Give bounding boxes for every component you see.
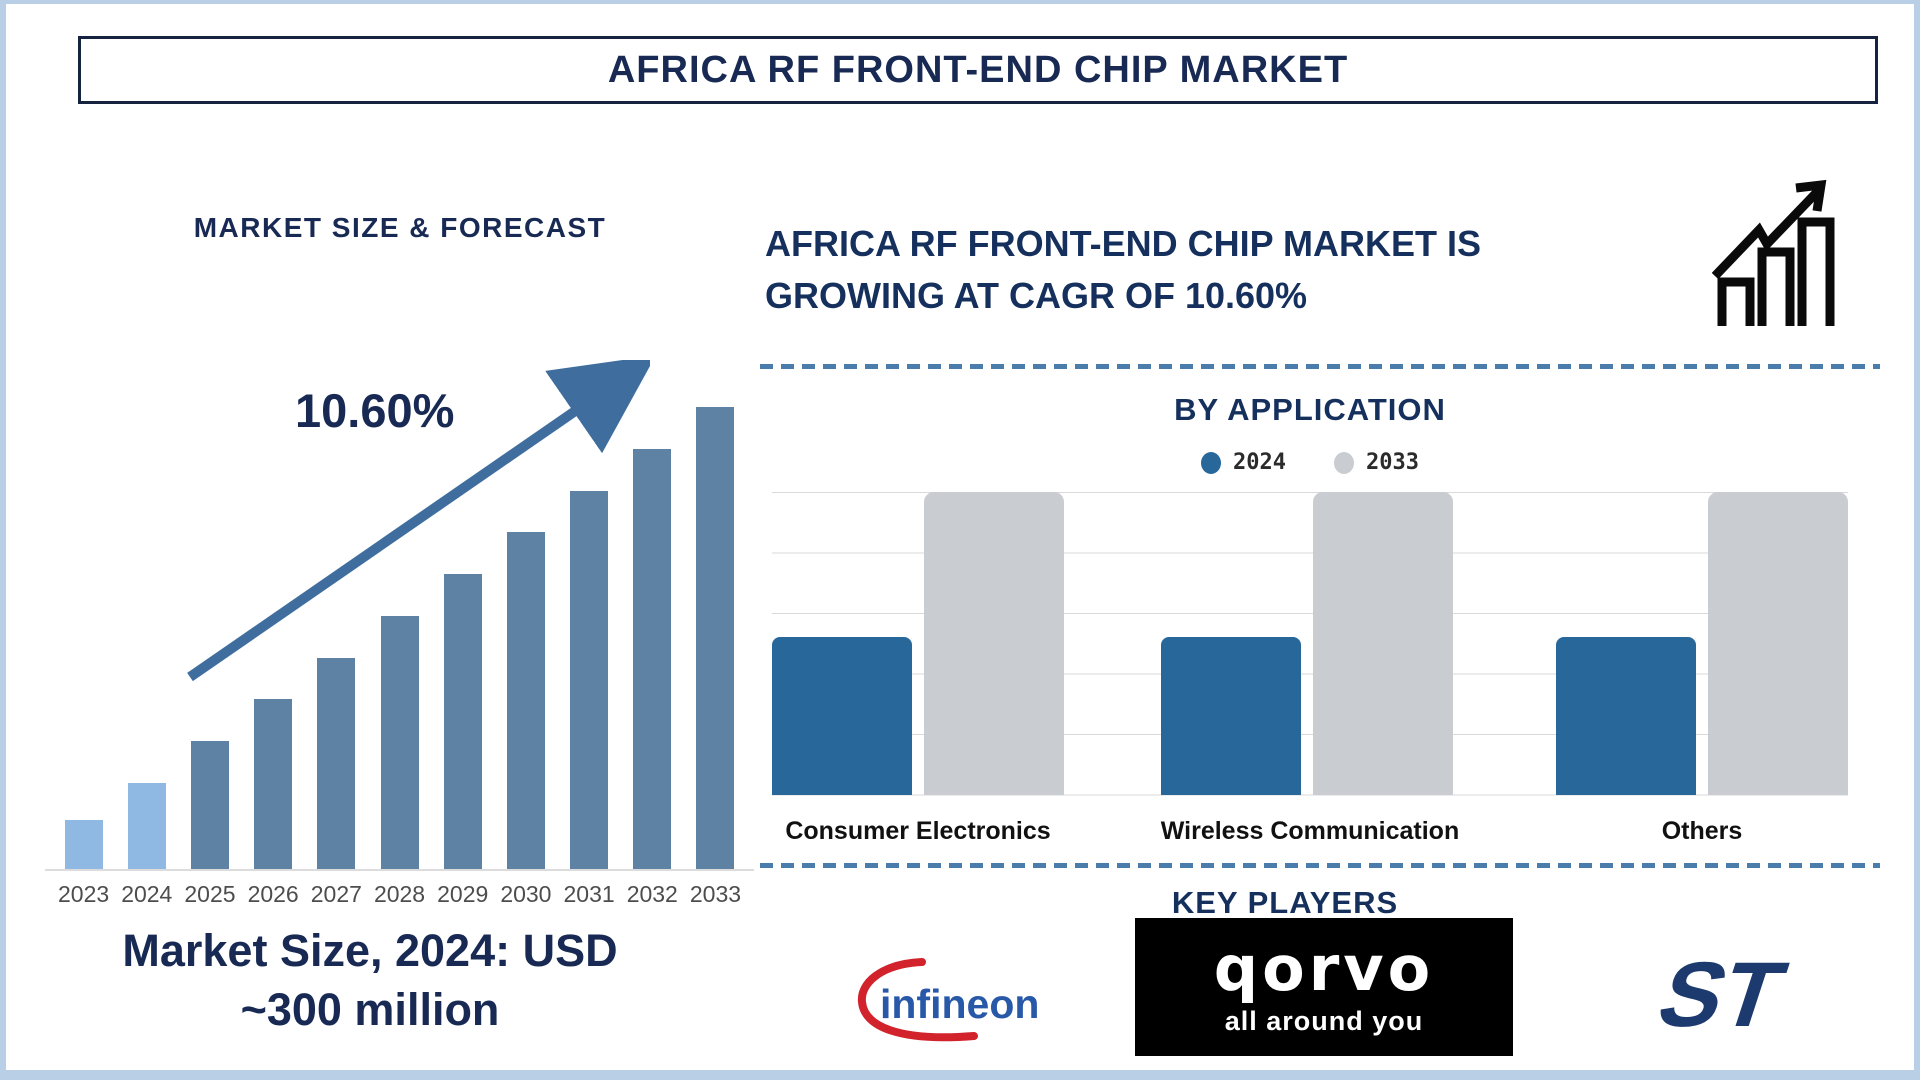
st-logo: ST	[1646, 944, 1795, 1046]
dashed-divider-top	[760, 364, 1880, 369]
forecast-bar-column: 2027	[305, 395, 368, 910]
forecast-bar-column: 2024	[115, 395, 178, 910]
forecast-bar-2033	[696, 407, 735, 871]
application-bar-2024	[1160, 637, 1301, 795]
forecast-bar-2027	[317, 658, 356, 871]
forecast-year-label: 2027	[310, 881, 362, 907]
forecast-bar-column: 2029	[431, 395, 494, 910]
infineon-logo: infineon	[857, 958, 1039, 1042]
market-size-forecast-heading: MARKET SIZE & FORECAST	[193, 212, 607, 243]
qorvo-wordmark: qorvo	[1213, 931, 1435, 1005]
application-bar-2033	[1312, 492, 1453, 795]
forecast-year-label: 2023	[58, 881, 110, 907]
application-group-bars	[772, 492, 1064, 795]
application-category-label: Consumer Electronics	[785, 817, 1051, 845]
growth-trend-arrow	[187, 360, 650, 682]
legend-dot-2033	[1334, 451, 1354, 474]
forecast-year-label: 2031	[563, 881, 615, 907]
application-chart-groups: Consumer Electronics Wireless Communicati…	[772, 492, 1848, 852]
application-bar-2024	[772, 637, 912, 795]
application-bar-2024	[1555, 637, 1696, 795]
legend-item-2024: 2024	[1201, 450, 1286, 475]
right-heading-line2: GROWING AT CAGR OF 10.60%	[765, 275, 1308, 317]
forecast-bar-2028	[380, 616, 419, 871]
forecast-year-label: 2028	[373, 881, 426, 907]
forecast-bar-column: 2025	[178, 395, 241, 910]
forecast-bar-column: 2028	[368, 395, 431, 910]
forecast-bar-2030	[506, 532, 545, 871]
application-group: Consumer Electronics	[772, 492, 1064, 852]
forecast-bar-2031	[570, 491, 609, 871]
application-category-label: Others	[1661, 817, 1743, 845]
forecast-year-label: 2032	[626, 881, 678, 907]
forecast-bar-2025	[190, 741, 229, 871]
qorvo-logo: qorvo all around you	[1135, 918, 1513, 1056]
forecast-bar-column: 2023	[52, 395, 115, 910]
forecast-bar-2026	[254, 699, 293, 871]
right-heading-line1: AFRICA RF FRONT-END CHIP MARKET IS	[765, 223, 1481, 264]
application-group: Others	[1555, 492, 1848, 852]
application-bar-2033	[924, 492, 1064, 795]
application-group-bars	[1555, 492, 1848, 795]
forecast-bar-column: 2026	[242, 395, 305, 910]
legend-label-2033: 2033	[1366, 450, 1419, 475]
forecast-year-label: 2024	[121, 881, 173, 907]
qorvo-tagline: all around you	[1224, 1005, 1424, 1036]
market-size-note: Market Size, 2024: USD ~300 million	[40, 922, 700, 1039]
market-size-line2: ~300 million	[240, 983, 500, 1035]
right-heading: AFRICA RF FRONT-END CHIP MARKET IS GROWI…	[765, 218, 1685, 322]
forecast-bar-column: 2030	[494, 395, 557, 910]
forecast-bar-2032	[633, 449, 672, 871]
application-group-bars	[1160, 492, 1459, 795]
infineon-wordmark: infineon	[880, 981, 1039, 1027]
market-size-line1: Market Size, 2024: USD	[122, 925, 618, 976]
forecast-bar-column: 2032	[621, 395, 684, 910]
application-chart: Consumer Electronics Wireless Communicati…	[772, 492, 1848, 852]
forecast-bar-column: 2031	[558, 395, 621, 910]
application-group: Wireless Communication	[1160, 492, 1460, 852]
key-players-title: KEY PLAYERS	[1171, 885, 1399, 920]
legend-label-2024: 2024	[1233, 450, 1286, 475]
title-box: AFRICA RF FRONT-END CHIP MARKET	[78, 36, 1878, 104]
dashed-divider-bottom	[760, 863, 1880, 868]
forecast-chart-baseline	[45, 869, 754, 871]
forecast-bar-2023	[64, 820, 103, 871]
forecast-bar-2024	[127, 783, 166, 871]
forecast-bar-column: 2033	[684, 395, 747, 910]
legend-item-2033: 2033	[1334, 450, 1419, 475]
forecast-year-label: 2033	[689, 881, 742, 907]
forecast-year-label: 2030	[500, 881, 552, 907]
application-category-label: Wireless Communication	[1160, 817, 1460, 845]
legend-dot-2024	[1201, 451, 1222, 474]
st-wordmark: ST	[1646, 944, 1795, 1046]
growth-chart-icon	[1712, 179, 1835, 326]
application-chart-legend: 2024 2033	[760, 450, 1860, 475]
forecast-year-label: 2026	[247, 881, 299, 907]
forecast-bar-2029	[443, 574, 482, 871]
forecast-chart-bars: 2023 2024 2025 2026 2027 2028 2029 2030 2031 2032…	[52, 395, 747, 910]
page-title: AFRICA RF FRONT-END CHIP MARKET	[607, 48, 1349, 91]
by-application-title: BY APPLICATION	[1174, 392, 1446, 427]
forecast-year-label: 2025	[184, 881, 236, 907]
application-bar-2033	[1707, 492, 1848, 795]
cagr-annotation: 10.60%	[295, 384, 455, 437]
forecast-year-label: 2029	[437, 881, 489, 907]
forecast-chart: 2023 2024 2025 2026 2027 2028 2029 2030 2031 2032…	[45, 395, 754, 910]
